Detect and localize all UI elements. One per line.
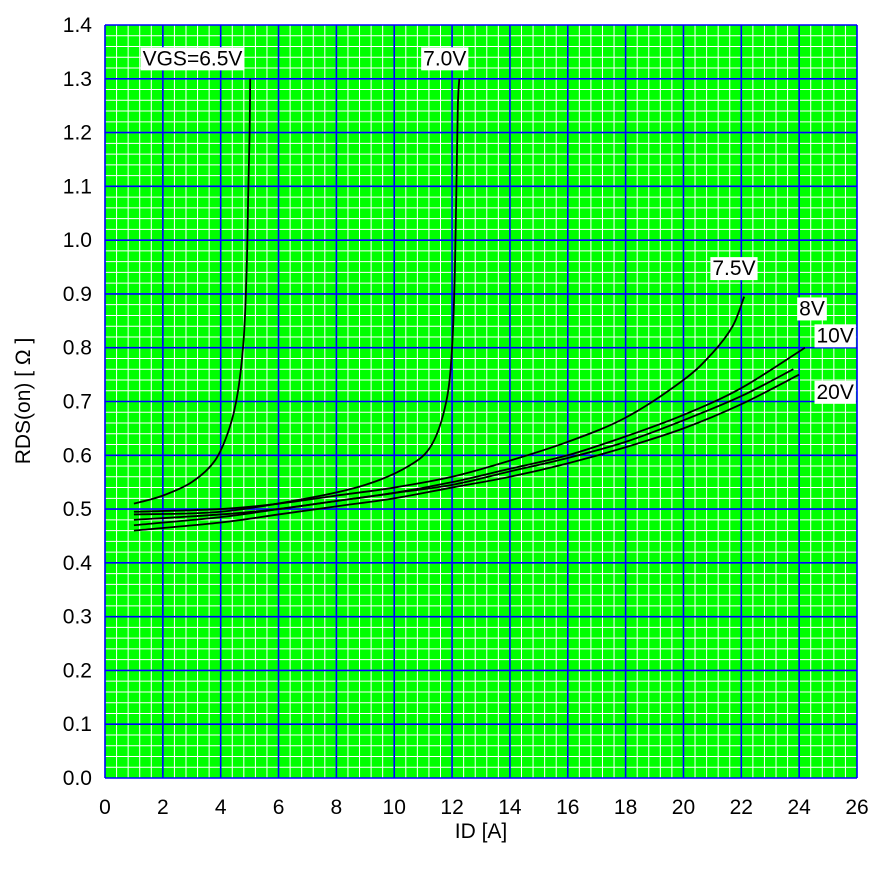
y-tick-label: 0.3 — [63, 606, 92, 629]
y-tick-label: 0.7 — [63, 391, 92, 414]
x-tick-label: 8 — [331, 796, 343, 819]
x-tick-label: 2 — [157, 796, 169, 819]
x-tick-label: 22 — [730, 796, 753, 819]
series-label-background — [710, 257, 758, 281]
x-tick-label: 18 — [614, 796, 637, 819]
x-tick-label: 0 — [99, 796, 111, 819]
series-labels: VGS=6.5V 7.0V 7.5V 8V 10V 20V — [140, 47, 856, 404]
y-tick-labels: 0.0 0.1 0.2 0.3 0.4 0.5 0.6 0.7 0.8 0.9 1.0 1.1 1.2 1… — [63, 14, 93, 790]
series-line — [133, 373, 800, 532]
y-tick-label: 1.2 — [63, 122, 92, 145]
x-tick-label: 6 — [273, 796, 285, 819]
x-tick-label: 14 — [498, 796, 522, 819]
series-label-background — [814, 324, 856, 348]
y-tick-label: 0.9 — [63, 283, 92, 306]
x-tick-label: 10 — [383, 796, 406, 819]
series-label: VGS=6.5V — [143, 47, 243, 70]
series-label: 7.5V — [712, 257, 755, 280]
series-label: 7.0V — [423, 47, 466, 70]
y-tick-label: 0.2 — [63, 659, 92, 682]
x-tick-label: 26 — [845, 796, 868, 819]
y-axis-title: RDS(on) [ Ω ] — [12, 338, 35, 465]
x-tick-label: 12 — [440, 796, 463, 819]
x-tick-labels: 0 2 4 6 8 10 12 14 16 18 20 22 24 26 — [99, 796, 869, 819]
series-label-background — [421, 47, 469, 71]
series-label-background — [814, 380, 856, 404]
y-tick-label: 1.0 — [63, 229, 92, 252]
y-tick-label: 0.6 — [63, 444, 92, 467]
y-tick-label: 1.4 — [63, 14, 93, 37]
y-tick-label: 0.4 — [63, 552, 93, 575]
y-tick-label: 1.1 — [63, 175, 92, 198]
y-tick-label: 0.1 — [63, 713, 92, 736]
y-tick-label: 0.0 — [63, 767, 92, 790]
y-tick-label: 1.3 — [63, 68, 92, 91]
series-label: 10V — [817, 324, 854, 347]
y-tick-label: 0.8 — [63, 337, 92, 360]
major-grid — [104, 24, 858, 779]
x-tick-label: 24 — [787, 796, 811, 819]
series-label: 20V — [817, 381, 854, 404]
x-tick-label: 4 — [215, 796, 227, 819]
series-line — [133, 296, 746, 513]
x-tick-label: 20 — [672, 796, 695, 819]
x-axis-title: ID [A] — [455, 820, 508, 843]
series-line — [133, 78, 252, 505]
data-lines — [133, 78, 806, 532]
y-tick-label: 0.5 — [63, 498, 92, 521]
series-label-background — [140, 47, 245, 71]
series-line — [133, 368, 794, 527]
series-label-background — [797, 297, 827, 321]
series-label: 8V — [799, 297, 825, 320]
x-tick-label: 16 — [556, 796, 579, 819]
